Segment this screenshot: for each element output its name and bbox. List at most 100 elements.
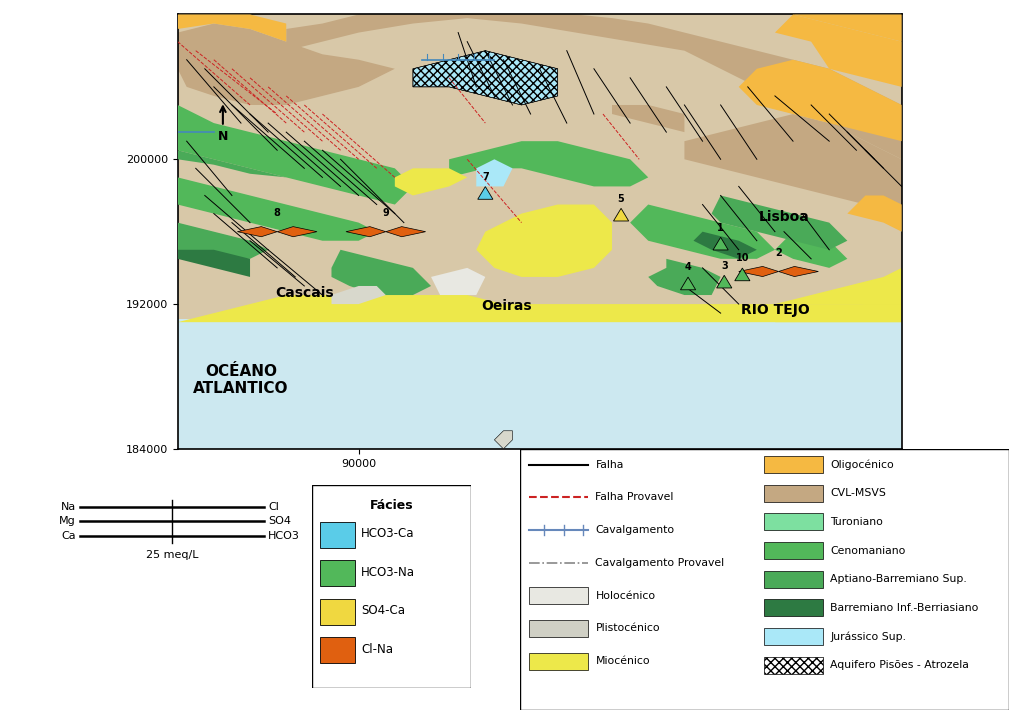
Bar: [764, 657, 822, 673]
Text: Barremiano Inf.-Berriasiano: Barremiano Inf.-Berriasiano: [831, 603, 979, 613]
Polygon shape: [178, 151, 286, 177]
Text: Jurássico Sup.: Jurássico Sup.: [831, 631, 906, 641]
Polygon shape: [739, 60, 901, 141]
Text: Fácies: Fácies: [369, 500, 413, 513]
Text: Oligocénico: Oligocénico: [831, 459, 894, 470]
Polygon shape: [449, 141, 649, 187]
Text: 10: 10: [736, 253, 749, 264]
Polygon shape: [775, 14, 901, 87]
Text: SO4-Ca: SO4-Ca: [361, 605, 405, 618]
Text: Plistocénico: Plistocénico: [595, 623, 660, 634]
Text: Cenomaniano: Cenomaniano: [831, 545, 905, 555]
Bar: [764, 485, 822, 502]
Text: HCO3-Ca: HCO3-Ca: [361, 527, 414, 540]
Text: Miocénico: Miocénico: [595, 656, 650, 666]
Polygon shape: [649, 258, 720, 295]
Polygon shape: [286, 14, 901, 159]
Text: Aptiano-Barremiano Sup.: Aptiano-Barremiano Sup.: [831, 574, 967, 584]
Text: Falha Provavel: Falha Provavel: [595, 492, 674, 502]
Text: Aquifero Pisões - Atrozela: Aquifero Pisões - Atrozela: [831, 660, 969, 670]
Bar: [530, 587, 588, 604]
Polygon shape: [793, 14, 901, 42]
Text: Na: Na: [60, 502, 76, 512]
Polygon shape: [739, 266, 779, 277]
Bar: [320, 521, 355, 548]
Polygon shape: [712, 195, 847, 250]
Polygon shape: [395, 168, 468, 195]
Text: Cascais: Cascais: [275, 286, 333, 300]
Text: 9: 9: [383, 208, 389, 218]
Polygon shape: [713, 237, 728, 250]
Polygon shape: [178, 295, 901, 322]
Text: Ca: Ca: [61, 531, 76, 541]
Polygon shape: [431, 268, 485, 295]
Text: Cl: Cl: [268, 502, 279, 512]
Polygon shape: [178, 14, 286, 42]
Polygon shape: [478, 187, 493, 199]
Polygon shape: [386, 227, 426, 237]
Polygon shape: [178, 105, 413, 205]
Polygon shape: [277, 227, 317, 237]
Polygon shape: [494, 431, 513, 449]
Text: OCÉANO
ATLANTICO: OCÉANO ATLANTICO: [193, 364, 288, 396]
Text: HCO3-Na: HCO3-Na: [361, 565, 415, 578]
Polygon shape: [178, 24, 395, 105]
Text: RIO TEJO: RIO TEJO: [741, 303, 809, 316]
Text: Mg: Mg: [59, 516, 76, 526]
Bar: [764, 456, 822, 473]
Text: Falha: Falha: [595, 460, 624, 470]
Polygon shape: [331, 250, 431, 295]
Bar: [764, 571, 822, 588]
Text: CVL-MSVS: CVL-MSVS: [831, 488, 886, 498]
Polygon shape: [630, 205, 775, 258]
Text: 3: 3: [721, 261, 727, 271]
Text: Turoniano: Turoniano: [831, 517, 883, 527]
Bar: [764, 599, 822, 616]
Polygon shape: [712, 304, 901, 322]
Polygon shape: [717, 275, 731, 288]
Bar: [530, 620, 588, 637]
Polygon shape: [413, 51, 558, 105]
Text: 5: 5: [618, 193, 624, 203]
Text: 7: 7: [482, 172, 489, 182]
Polygon shape: [847, 195, 901, 232]
Bar: [320, 637, 355, 663]
Polygon shape: [612, 105, 684, 132]
Polygon shape: [775, 232, 847, 268]
Polygon shape: [757, 268, 901, 304]
Polygon shape: [331, 286, 386, 304]
Polygon shape: [614, 209, 629, 221]
Polygon shape: [178, 223, 268, 258]
Text: Holocénico: Holocénico: [595, 591, 656, 601]
Bar: [178, 14, 901, 322]
Text: 4: 4: [684, 262, 692, 272]
Polygon shape: [694, 232, 757, 258]
Bar: [530, 652, 588, 670]
Bar: [320, 560, 355, 586]
Polygon shape: [477, 159, 513, 187]
Polygon shape: [346, 227, 386, 237]
Polygon shape: [237, 227, 277, 237]
Polygon shape: [477, 205, 612, 277]
Text: HCO3: HCO3: [268, 531, 300, 541]
Polygon shape: [178, 250, 250, 277]
Polygon shape: [684, 114, 901, 214]
Polygon shape: [680, 277, 696, 290]
Text: SO4: SO4: [268, 516, 291, 526]
Bar: [764, 628, 822, 645]
Polygon shape: [735, 268, 750, 281]
Polygon shape: [178, 177, 376, 240]
Text: Cavalgamento: Cavalgamento: [595, 525, 674, 535]
Bar: [764, 542, 822, 559]
Text: 2: 2: [775, 248, 782, 258]
Bar: [320, 599, 355, 625]
Polygon shape: [779, 266, 818, 277]
Text: N: N: [218, 130, 228, 143]
Text: 8: 8: [274, 208, 280, 218]
Bar: [764, 513, 822, 530]
Text: Cavalgamento Provavel: Cavalgamento Provavel: [595, 557, 724, 568]
Text: 1: 1: [717, 222, 724, 232]
Text: Cl-Na: Cl-Na: [361, 643, 393, 656]
Text: Oeiras: Oeiras: [482, 299, 532, 313]
Text: Lisboa: Lisboa: [759, 210, 809, 224]
